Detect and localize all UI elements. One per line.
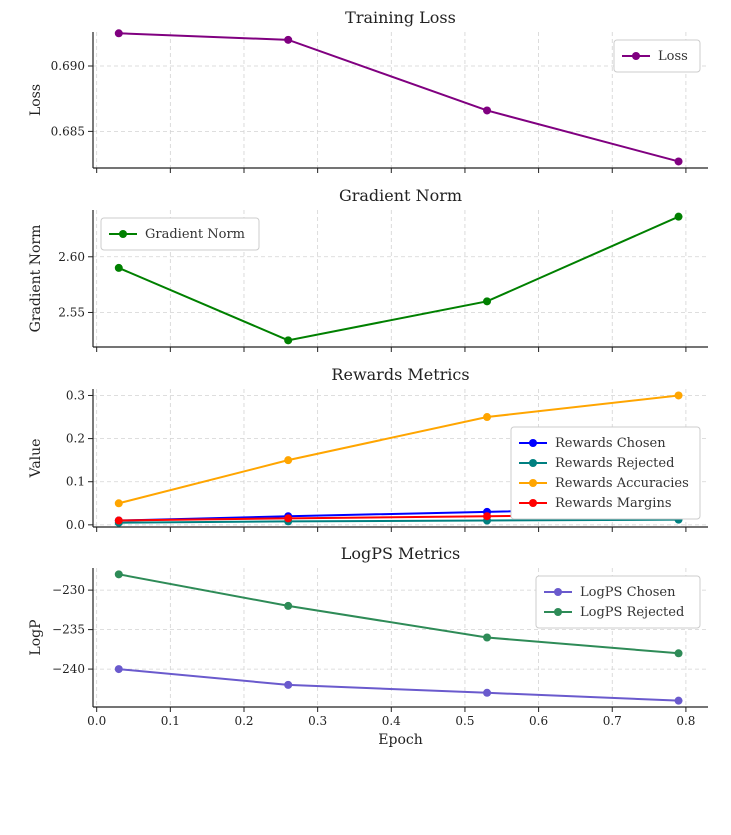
x-tick-label: 0.8 xyxy=(676,714,695,728)
legend-swatch-marker xyxy=(632,52,640,60)
data-point xyxy=(284,35,293,44)
y-axis-label: Gradient Norm xyxy=(28,225,44,333)
y-tick-label: −235 xyxy=(52,623,85,637)
legend-swatch-marker xyxy=(119,230,127,238)
legend-label: Loss xyxy=(658,49,688,64)
y-axis-label: Value xyxy=(28,439,44,479)
data-point xyxy=(114,665,123,674)
y-tick-label: 0.0 xyxy=(66,518,85,532)
x-tick-label: 0.5 xyxy=(455,714,474,728)
series-logps-chosen xyxy=(114,665,683,705)
legend: LogPS Chosen LogPS Rejected xyxy=(535,575,701,629)
legend-swatch-marker xyxy=(529,499,537,507)
chart-panel-4: 0.0 0.1 0.2 0.3 0.4 0.5 0.6 0.7 0.8 −240 −235 −230 L… xyxy=(28,544,708,748)
legend-label: LogPS Rejected xyxy=(580,605,684,620)
data-point xyxy=(284,336,293,345)
y-tick-label: 0.2 xyxy=(66,432,85,446)
x-tick-label: 0.1 xyxy=(161,714,180,728)
data-point xyxy=(284,456,293,465)
x-axis-label: Epoch xyxy=(378,732,422,748)
legend-swatch-marker xyxy=(529,439,537,447)
x-tick-label: 0.2 xyxy=(234,714,253,728)
y-axis-label: LogP xyxy=(28,619,44,655)
y-tick-label: 0.685 xyxy=(51,124,85,138)
data-point xyxy=(284,601,293,610)
data-point xyxy=(114,570,123,579)
legend-label: Gradient Norm xyxy=(145,227,245,242)
y-tick-label: 2.60 xyxy=(58,250,85,264)
data-point xyxy=(674,391,683,400)
legend-box xyxy=(613,39,701,73)
chart-title: Rewards Metrics xyxy=(331,365,469,384)
x-tick-label: 0.7 xyxy=(603,714,622,728)
y-tick-label: 2.55 xyxy=(58,305,85,319)
legend-label: Rewards Rejected xyxy=(555,456,674,471)
legend-swatch-marker xyxy=(529,459,537,467)
chart-panel-2: 2.55 2.60 Gradient Norm Gradient Norm Gradie… xyxy=(28,186,708,352)
data-point xyxy=(483,512,492,521)
chart-panel-1: 0.685 0.690 Training Loss Loss Loss xyxy=(28,8,708,173)
data-point xyxy=(483,297,492,306)
chart-panel-3: 0.0 0.1 0.2 0.3 Rewards Metrics Value Rewards … xyxy=(28,365,708,532)
data-point xyxy=(483,413,492,422)
y-tick-label: 0.690 xyxy=(51,59,85,73)
series-line xyxy=(118,518,679,524)
legend-box xyxy=(535,575,701,629)
y-tick-label: −240 xyxy=(52,662,85,676)
legend-swatch-marker xyxy=(554,588,562,596)
data-point xyxy=(483,106,492,115)
series-rewards-accuracies xyxy=(114,391,683,508)
legend-swatch-marker xyxy=(529,479,537,487)
data-point xyxy=(674,212,683,221)
series-gradient-norm xyxy=(114,212,683,345)
series-line xyxy=(118,394,679,505)
data-point xyxy=(674,649,683,658)
data-point xyxy=(284,680,293,689)
y-tick-label: −230 xyxy=(52,583,85,597)
legend-box xyxy=(100,217,260,251)
x-tick-label: 0.3 xyxy=(308,714,327,728)
data-point xyxy=(674,157,683,166)
chart-title: LogPS Metrics xyxy=(341,544,461,563)
legend-label: LogPS Chosen xyxy=(580,585,676,600)
y-axis-label: Loss xyxy=(28,84,44,116)
legend: Loss xyxy=(613,39,701,73)
data-point xyxy=(483,688,492,697)
legend: Rewards Chosen Rewards Rejected Rewards Ac… xyxy=(510,426,701,520)
y-tick-label: 0.1 xyxy=(66,475,85,489)
data-point xyxy=(674,696,683,705)
chart-title: Gradient Norm xyxy=(339,186,462,205)
series-logps-rejected xyxy=(114,570,683,658)
data-point xyxy=(284,514,293,523)
chart-title: Training Loss xyxy=(345,8,456,27)
legend: Gradient Norm xyxy=(100,217,260,251)
legend-label: Rewards Accuracies xyxy=(555,476,689,491)
data-point xyxy=(114,263,123,272)
legend-label: Rewards Chosen xyxy=(555,436,666,451)
x-tick-label: 0.6 xyxy=(529,714,548,728)
series-loss xyxy=(114,29,683,166)
data-point xyxy=(483,633,492,642)
series-line xyxy=(118,215,679,342)
data-point xyxy=(114,516,123,525)
legend-label: Rewards Margins xyxy=(555,496,672,511)
x-tick-label: 0.0 xyxy=(87,714,106,728)
data-point xyxy=(114,29,123,38)
legend-swatch-marker xyxy=(554,608,562,616)
series-line xyxy=(118,32,679,163)
data-point xyxy=(114,499,123,508)
y-tick-label: 0.3 xyxy=(66,388,85,402)
series-line xyxy=(118,573,679,655)
legend-box xyxy=(510,426,701,520)
x-tick-label: 0.4 xyxy=(382,714,401,728)
series-line xyxy=(118,668,679,702)
